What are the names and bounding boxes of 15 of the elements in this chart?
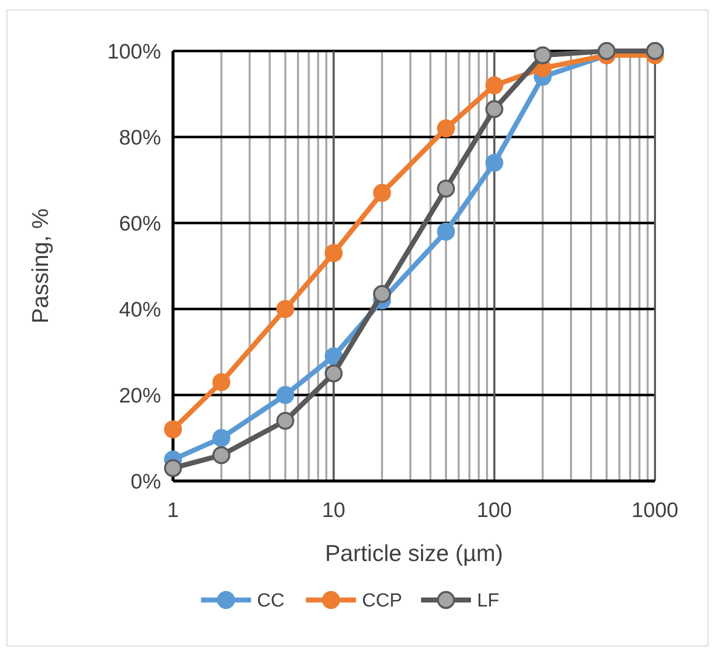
y-tick-label: 20% — [118, 384, 161, 408]
y-tick-label: 0% — [130, 470, 161, 494]
legend-label: LF — [477, 590, 500, 612]
y-axis-title: Passing, % — [27, 208, 53, 324]
y-tick-label: 40% — [118, 298, 161, 322]
x-axis-title: Particle size (µm) — [324, 540, 504, 566]
y-tick-label: 60% — [118, 212, 161, 236]
x-tick-label: 100 — [476, 499, 512, 522]
legend-label: CC — [257, 590, 284, 612]
x-tick-label: 1000 — [632, 499, 678, 522]
x-tick-label: 1 — [167, 499, 179, 522]
x-tick-label: 10 — [322, 499, 346, 522]
y-tick-label: 100% — [107, 40, 161, 64]
legend-label: CCP — [362, 590, 402, 612]
y-tick-label: 80% — [118, 126, 161, 150]
